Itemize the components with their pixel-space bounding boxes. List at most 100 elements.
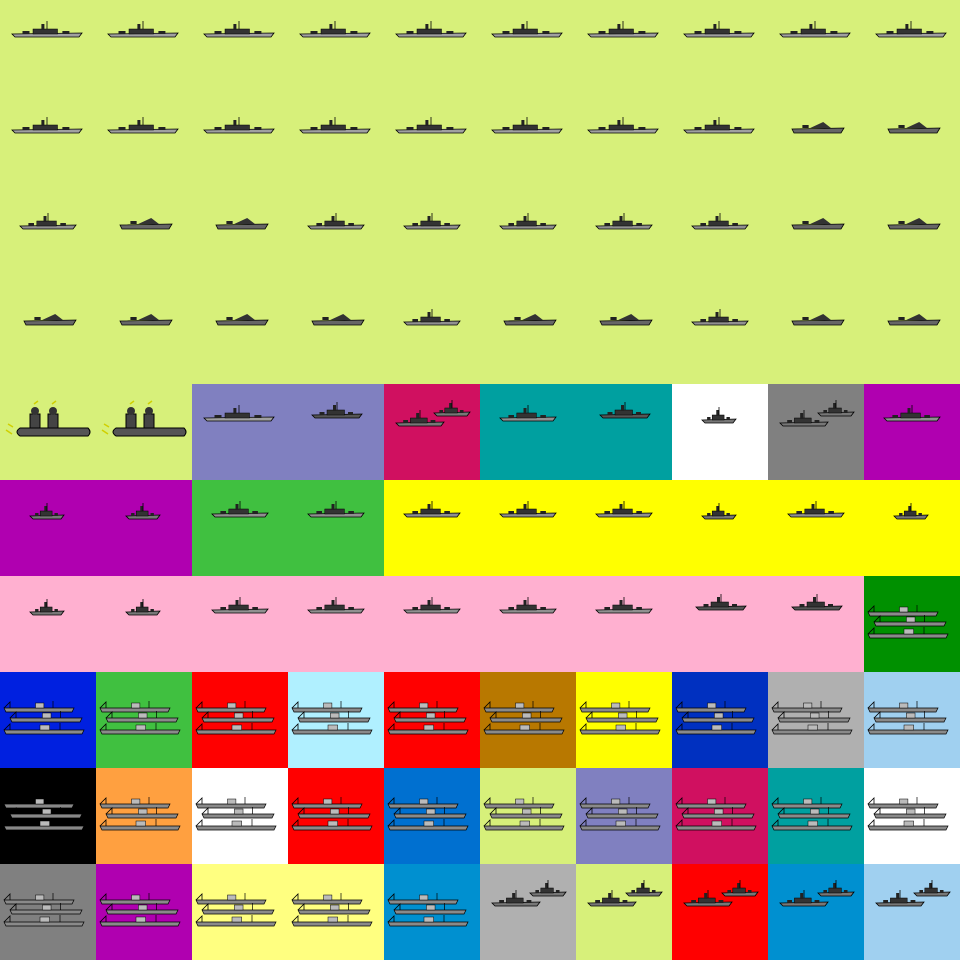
sprite-cell [672, 480, 768, 576]
sprite-cell [480, 288, 576, 384]
sprite-cell [192, 672, 288, 768]
sprite-cell [0, 576, 96, 672]
sprite-cell [0, 384, 96, 480]
tanker-convoy-icon [387, 701, 469, 735]
sprite-cell [288, 288, 384, 384]
battleship-icon [875, 21, 947, 38]
sprite-cell [480, 768, 576, 864]
sprite-cell [672, 576, 768, 672]
sprite-cell [384, 288, 480, 384]
destroyer-icon [311, 402, 363, 419]
sprite-cell [672, 672, 768, 768]
sprite-cell [768, 96, 864, 192]
carrier-icon [887, 122, 941, 134]
sprite-cell [0, 0, 96, 96]
ship-pair-icon [491, 880, 567, 907]
cruiser-icon [787, 501, 845, 518]
cruiser-icon [499, 597, 557, 614]
carrier-icon [503, 314, 557, 326]
sprite-cell [672, 192, 768, 288]
sprite-cell [576, 768, 672, 864]
sprite-cell [864, 672, 960, 768]
sprite-cell [672, 0, 768, 96]
tanker-convoy-icon [483, 701, 565, 735]
sprite-cell [192, 768, 288, 864]
tanker-convoy-icon [195, 797, 277, 831]
cruiser-icon [499, 405, 557, 422]
sprite-cell [192, 576, 288, 672]
sprite-cell [672, 288, 768, 384]
sprite-cell [192, 864, 288, 960]
sprite-cell [576, 288, 672, 384]
cruiser-icon [211, 597, 269, 614]
ship-pair-icon [395, 400, 471, 427]
sprite-cell [576, 96, 672, 192]
sprite-cell [576, 576, 672, 672]
cruiser-icon [499, 501, 557, 518]
sprite-cell [576, 0, 672, 96]
sprite-cell [672, 768, 768, 864]
sprite-cell [96, 192, 192, 288]
cruiser-icon [307, 213, 365, 230]
sprite-cell [864, 384, 960, 480]
sprite-cell [96, 672, 192, 768]
sprite-cell [384, 384, 480, 480]
battleship-icon [491, 117, 563, 134]
sprite-cell [384, 0, 480, 96]
submarine-icon [5, 400, 91, 437]
ship-pair-icon [587, 880, 663, 907]
sprite-cell [192, 480, 288, 576]
sprite-cell [288, 384, 384, 480]
tanker-convoy-icon [579, 797, 661, 831]
tanker-convoy-icon [867, 701, 949, 735]
sprite-cell [96, 0, 192, 96]
tanker-convoy-icon [675, 701, 757, 735]
sprite-cell [96, 384, 192, 480]
cruiser-icon [211, 501, 269, 518]
sprite-cell [864, 480, 960, 576]
sprite-cell [480, 672, 576, 768]
ship-pair-icon [779, 400, 855, 427]
sprite-cell [480, 576, 576, 672]
sprite-cell [192, 96, 288, 192]
battleship-icon [683, 117, 755, 134]
small-ship-icon [29, 503, 65, 520]
sprite-cell [768, 192, 864, 288]
tanker-convoy-icon [675, 797, 757, 831]
sprite-cell [384, 480, 480, 576]
sprite-cell [576, 672, 672, 768]
sprite-cell [576, 384, 672, 480]
carrier-icon [119, 218, 173, 230]
carrier-icon [887, 314, 941, 326]
small-ship-icon [701, 503, 737, 520]
tanker-convoy-icon [99, 701, 181, 735]
sprite-cell [864, 192, 960, 288]
battleship-icon [11, 21, 83, 38]
carrier-icon [311, 314, 365, 326]
cruiser-icon [307, 501, 365, 518]
sprite-cell [384, 768, 480, 864]
carrier-icon [215, 314, 269, 326]
tanker-convoy-icon [771, 701, 853, 735]
sprite-cell [0, 288, 96, 384]
tanker-convoy-icon [291, 893, 373, 927]
submarine-icon [101, 400, 187, 437]
battleship-icon [395, 21, 467, 38]
cruiser-icon [691, 213, 749, 230]
cruiser-icon [883, 405, 941, 422]
tanker-convoy-icon [3, 797, 85, 831]
sprite-cell [480, 864, 576, 960]
sprite-cell [480, 0, 576, 96]
sprite-cell [768, 480, 864, 576]
carrier-icon [791, 218, 845, 230]
sprite-cell [96, 576, 192, 672]
cruiser-icon [595, 501, 653, 518]
sprite-cell [192, 288, 288, 384]
sprite-cell [768, 384, 864, 480]
cruiser-icon [499, 213, 557, 230]
sprite-cell [288, 96, 384, 192]
battleship-icon [683, 21, 755, 38]
sprite-cell [288, 0, 384, 96]
battleship-icon [587, 21, 659, 38]
battleship-icon [107, 117, 179, 134]
